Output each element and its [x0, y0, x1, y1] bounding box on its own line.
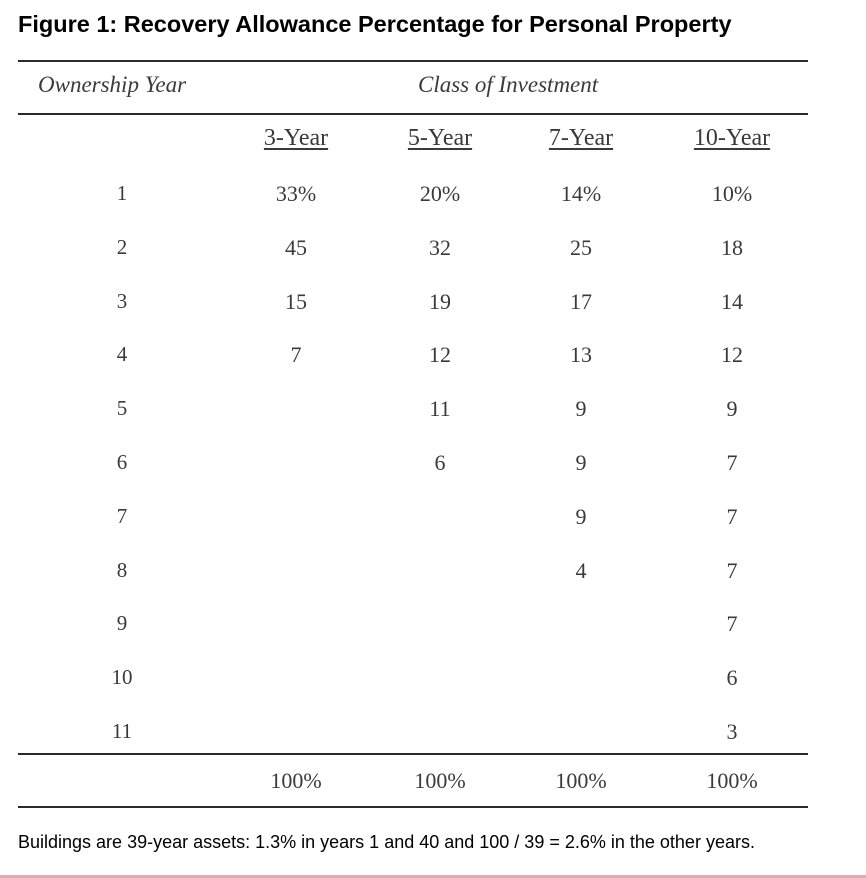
percentage-cell-5-year: 20%	[419, 181, 461, 206]
totals-rule	[18, 753, 808, 755]
percentage-cell-7-year: 4	[575, 558, 587, 583]
ownership-year-cell: 6	[116, 450, 128, 474]
percentage-cell-10-year: 10%	[711, 181, 753, 206]
percentage-cell-5-year: 12	[429, 342, 451, 367]
ownership-year-cell: 10	[111, 665, 133, 689]
class-of-investment-header: Class of Investment	[418, 72, 599, 97]
total-5-year: 100%	[414, 768, 466, 793]
header-rule	[18, 113, 808, 115]
total-7-year: 100%	[555, 768, 607, 793]
percentage-cell-7-year: 9	[575, 396, 587, 421]
percentage-cell-3-year: 15	[285, 289, 307, 314]
column-header-10-year: 10-Year	[693, 125, 771, 151]
percentage-cell-7-year: 9	[575, 450, 587, 475]
footnote: Buildings are 39-year assets: 1.3% in ye…	[18, 832, 755, 852]
percentage-cell-5-year: 19	[429, 289, 451, 314]
percentage-cell-10-year: 7	[726, 558, 738, 583]
total-10-year: 100%	[706, 768, 758, 793]
ownership-year-cell: 5	[116, 396, 128, 420]
ownership-year-cell: 8	[116, 558, 128, 582]
percentage-cell-5-year: 11	[429, 396, 451, 421]
percentage-cell-3-year: 7	[290, 342, 302, 367]
table-bottom-rule	[18, 806, 808, 808]
bottom-divider	[0, 875, 866, 878]
percentage-cell-10-year: 12	[721, 342, 743, 367]
column-header-5-year: 5-Year	[407, 125, 473, 151]
ownership-year-cell: 3	[116, 289, 128, 313]
percentage-cell-10-year: 9	[726, 396, 738, 421]
percentage-cell-10-year: 7	[726, 611, 738, 636]
ownership-year-cell: 4	[116, 342, 128, 366]
percentage-cell-5-year: 32	[429, 235, 451, 260]
ownership-year-cell: 7	[116, 504, 128, 528]
percentage-cell-10-year: 7	[726, 504, 738, 529]
ownership-year-cell: 9	[116, 611, 128, 635]
percentage-cell-7-year: 9	[575, 504, 587, 529]
percentage-cell-3-year: 33%	[275, 181, 317, 206]
ownership-year-header: Ownership Year	[38, 72, 187, 97]
percentage-cell-5-year: 6	[434, 450, 446, 475]
column-header-7-year: 7-Year	[548, 125, 614, 151]
percentage-cell-10-year: 14	[721, 289, 743, 314]
column-header-3-year: 3-Year	[263, 125, 329, 151]
percentage-cell-7-year: 25	[570, 235, 592, 260]
percentage-cell-7-year: 17	[570, 289, 592, 314]
percentage-cell-3-year: 45	[285, 235, 307, 260]
percentage-cell-7-year: 14%	[560, 181, 602, 206]
table-top-rule	[18, 60, 808, 62]
figure-title: Figure 1: Recovery Allowance Percentage …	[18, 11, 732, 37]
percentage-cell-10-year: 18	[721, 235, 743, 260]
ownership-year-cell: 2	[116, 235, 128, 259]
percentage-cell-10-year: 3	[726, 719, 738, 744]
percentage-cell-10-year: 6	[726, 665, 738, 690]
ownership-year-cell: 11	[111, 719, 133, 743]
percentage-cell-10-year: 7	[726, 450, 738, 475]
total-3-year: 100%	[270, 768, 322, 793]
ownership-year-cell: 1	[116, 181, 128, 205]
percentage-cell-7-year: 13	[570, 342, 592, 367]
